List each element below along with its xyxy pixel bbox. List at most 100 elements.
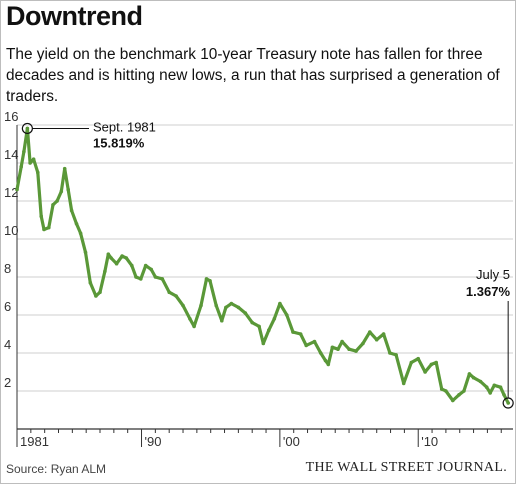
data-point	[15, 187, 19, 192]
data-point	[257, 324, 261, 329]
y-tick-label-14: 14	[4, 147, 18, 162]
data-point	[457, 393, 461, 397]
data-point	[106, 252, 111, 256]
data-point	[467, 372, 472, 376]
data-point	[39, 214, 43, 218]
data-point	[484, 385, 489, 390]
gridlines	[17, 124, 513, 392]
x-tick-label-1981: 1981	[20, 434, 49, 449]
data-point	[199, 303, 203, 308]
data-point	[291, 330, 295, 334]
x-tick-label-1990: '90	[145, 434, 162, 449]
peak-value-label: 15.819%	[93, 135, 145, 150]
x-tick-label-2000: '00	[283, 434, 300, 449]
data-point	[439, 387, 444, 391]
data-point	[261, 341, 266, 346]
data-point	[19, 165, 24, 169]
data-point	[451, 398, 455, 403]
data-point	[181, 303, 185, 308]
data-point	[354, 349, 358, 353]
data-point	[36, 170, 40, 175]
data-point	[336, 347, 340, 352]
data-point	[55, 199, 59, 203]
y-tick-label-16: 16	[4, 109, 18, 124]
chart-subtitle: The yield on the benchmark 10-year Treas…	[6, 46, 500, 105]
y-tick-label-6: 6	[4, 299, 11, 314]
data-point	[429, 362, 434, 367]
data-point	[160, 277, 165, 281]
data-point	[394, 353, 398, 357]
y-tick-label-12: 12	[4, 185, 18, 200]
data-point	[25, 126, 30, 131]
data-point	[109, 256, 113, 260]
data-point	[88, 280, 93, 285]
data-point	[330, 345, 335, 350]
data-point	[471, 375, 476, 380]
data-point	[139, 277, 143, 281]
y-tick-label-4: 4	[4, 337, 11, 352]
data-point	[192, 324, 196, 329]
data-point	[149, 267, 153, 272]
y-tick-label-10: 10	[4, 223, 18, 238]
peak-date-label: Sept. 1981	[93, 119, 156, 134]
data-point	[204, 277, 209, 281]
data-point	[502, 393, 506, 397]
latest-date-label: July 5	[476, 267, 510, 282]
data-point	[298, 332, 303, 336]
data-point	[98, 290, 102, 295]
data-point	[47, 225, 51, 230]
data-point	[374, 337, 379, 342]
data-point	[31, 157, 36, 161]
data-point	[409, 360, 414, 365]
data-point	[434, 360, 439, 365]
data-point	[167, 290, 171, 295]
data-point	[492, 383, 497, 388]
data-point	[462, 389, 466, 393]
data-point	[401, 381, 406, 386]
data-point	[478, 379, 483, 384]
data-point	[506, 401, 511, 405]
data-point	[243, 311, 248, 315]
data-point	[416, 356, 421, 361]
x-tick-label-2010: '10	[421, 434, 438, 449]
yield-series-line-0	[15, 126, 510, 405]
data-point	[340, 339, 344, 344]
data-point	[368, 330, 372, 334]
data-point	[208, 279, 212, 283]
data-point	[423, 370, 427, 374]
data-point	[229, 301, 234, 306]
data-point	[188, 317, 192, 321]
data-point	[347, 347, 351, 352]
data-point	[304, 343, 309, 348]
data-point	[498, 385, 503, 390]
series-group	[15, 126, 511, 405]
data-point	[66, 187, 70, 192]
data-point	[250, 320, 254, 325]
data-point	[312, 339, 317, 344]
data-point	[220, 318, 224, 323]
data-point	[267, 328, 271, 333]
data-point	[103, 269, 107, 274]
data-point	[69, 208, 74, 213]
data-point	[59, 189, 64, 194]
data-point	[51, 203, 55, 207]
data-point	[326, 362, 331, 367]
data-point	[323, 358, 328, 363]
latest-value-label: 1.367%	[466, 284, 511, 299]
data-point	[83, 250, 88, 255]
y-axis-ticks: 2 4 6 8 10 12 14 16	[4, 109, 18, 390]
data-point	[214, 303, 218, 308]
data-point	[381, 332, 386, 336]
data-point	[318, 351, 323, 355]
x-axis-ticks: 1981 '90 '00 '10	[16, 429, 502, 449]
data-point	[236, 305, 241, 310]
data-point	[114, 261, 119, 266]
data-point	[388, 351, 392, 355]
data-point	[130, 263, 134, 268]
data-point	[74, 222, 79, 226]
data-point	[278, 301, 282, 306]
data-point	[42, 227, 46, 232]
